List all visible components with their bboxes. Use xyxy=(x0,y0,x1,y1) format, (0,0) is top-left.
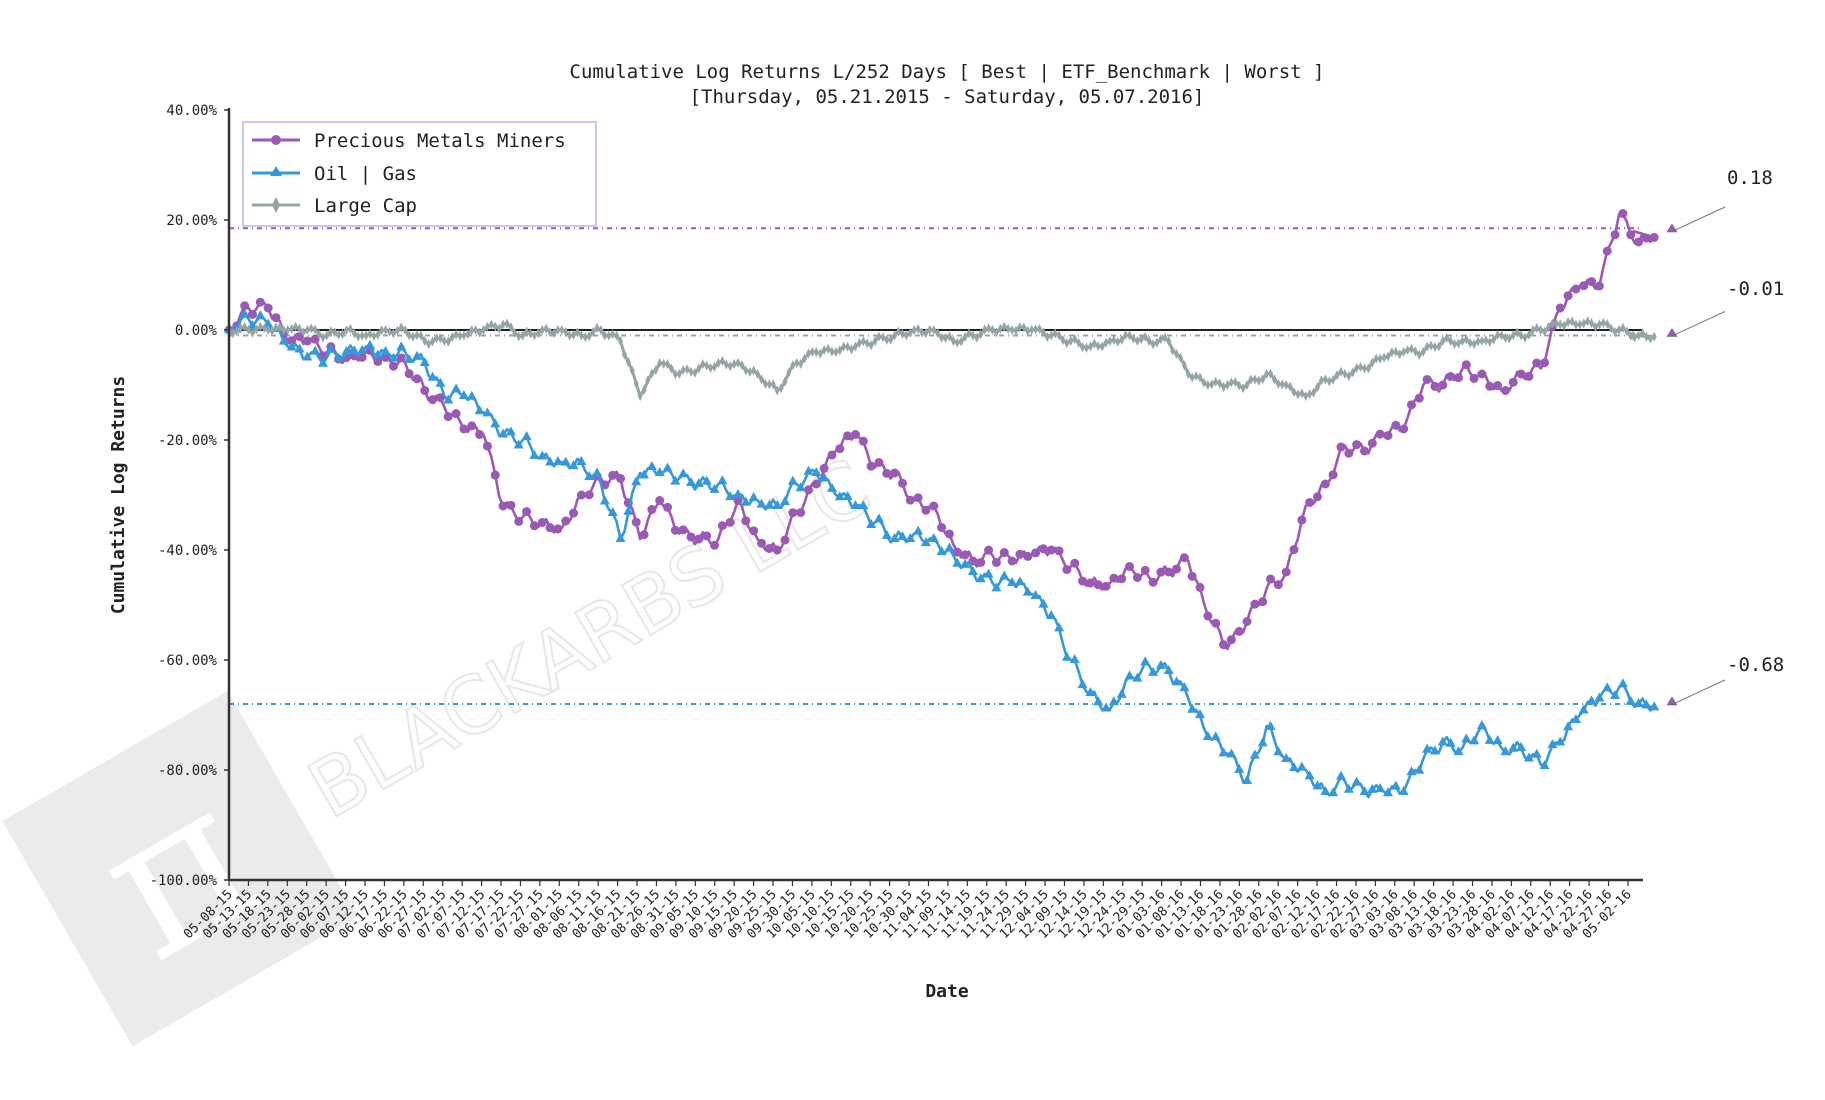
plot-area xyxy=(224,209,1660,799)
chart-title: Cumulative Log Returns L/252 Days [ Best… xyxy=(570,61,1325,83)
watermark-text: BLACKARBS LLC xyxy=(295,443,886,836)
x-axis-label: Date xyxy=(925,981,969,1002)
diamond-marker-icon xyxy=(272,197,280,213)
y-axis-label: Cumulative Log Returns xyxy=(108,376,129,614)
chart-subtitle: [Thursday, 05.21.2015 - Saturday, 05.07.… xyxy=(690,86,1205,108)
triangle-marker-icon xyxy=(270,166,282,176)
y-tick-label: 40.00% xyxy=(166,103,217,119)
watermark-logo-icon xyxy=(2,691,358,1047)
arrow-icon xyxy=(1666,696,1678,706)
legend-label: Large Cap xyxy=(314,195,417,217)
y-tick-label: -80.00% xyxy=(158,763,218,779)
y-tick-label: -100.00% xyxy=(150,873,218,889)
y-tick-label: -40.00% xyxy=(158,543,218,559)
legend-label: Oil | Gas xyxy=(314,163,417,185)
annotations: 0.18 -0.01 -0.68 xyxy=(1666,167,1784,706)
series-1 xyxy=(224,308,1660,799)
x-axis: 05-08-1505-13-1505-18-1505-23-1505-28-15… xyxy=(181,878,1643,942)
circle-marker-icon xyxy=(271,135,281,145)
y-tick-label: -60.00% xyxy=(158,653,218,669)
y-tick-label: -20.00% xyxy=(158,433,218,449)
y-tick-label: 0.00% xyxy=(175,323,218,339)
legend-item-oil-gas: Oil | Gas xyxy=(252,163,417,185)
series-2 xyxy=(226,316,1657,401)
arrow-icon xyxy=(1666,328,1678,337)
annotation-label: -0.01 xyxy=(1727,278,1784,300)
annotation-label: 0.18 xyxy=(1727,167,1773,189)
legend-label: Precious Metals Miners xyxy=(314,130,566,152)
series-0 xyxy=(224,209,1659,651)
annotation-label: -0.68 xyxy=(1727,654,1784,676)
legend: Precious Metals Miners Oil | Gas Large C… xyxy=(242,121,597,227)
y-axis: 40.00% 20.00% 0.00% -20.00% -40.00% -60.00% -8… xyxy=(150,103,231,889)
y-tick-label: 20.00% xyxy=(166,213,217,229)
legend-item-large-cap: Large Cap xyxy=(252,195,417,217)
arrow-icon xyxy=(1666,223,1678,233)
legend-item-precious-metals: Precious Metals Miners xyxy=(252,130,566,152)
